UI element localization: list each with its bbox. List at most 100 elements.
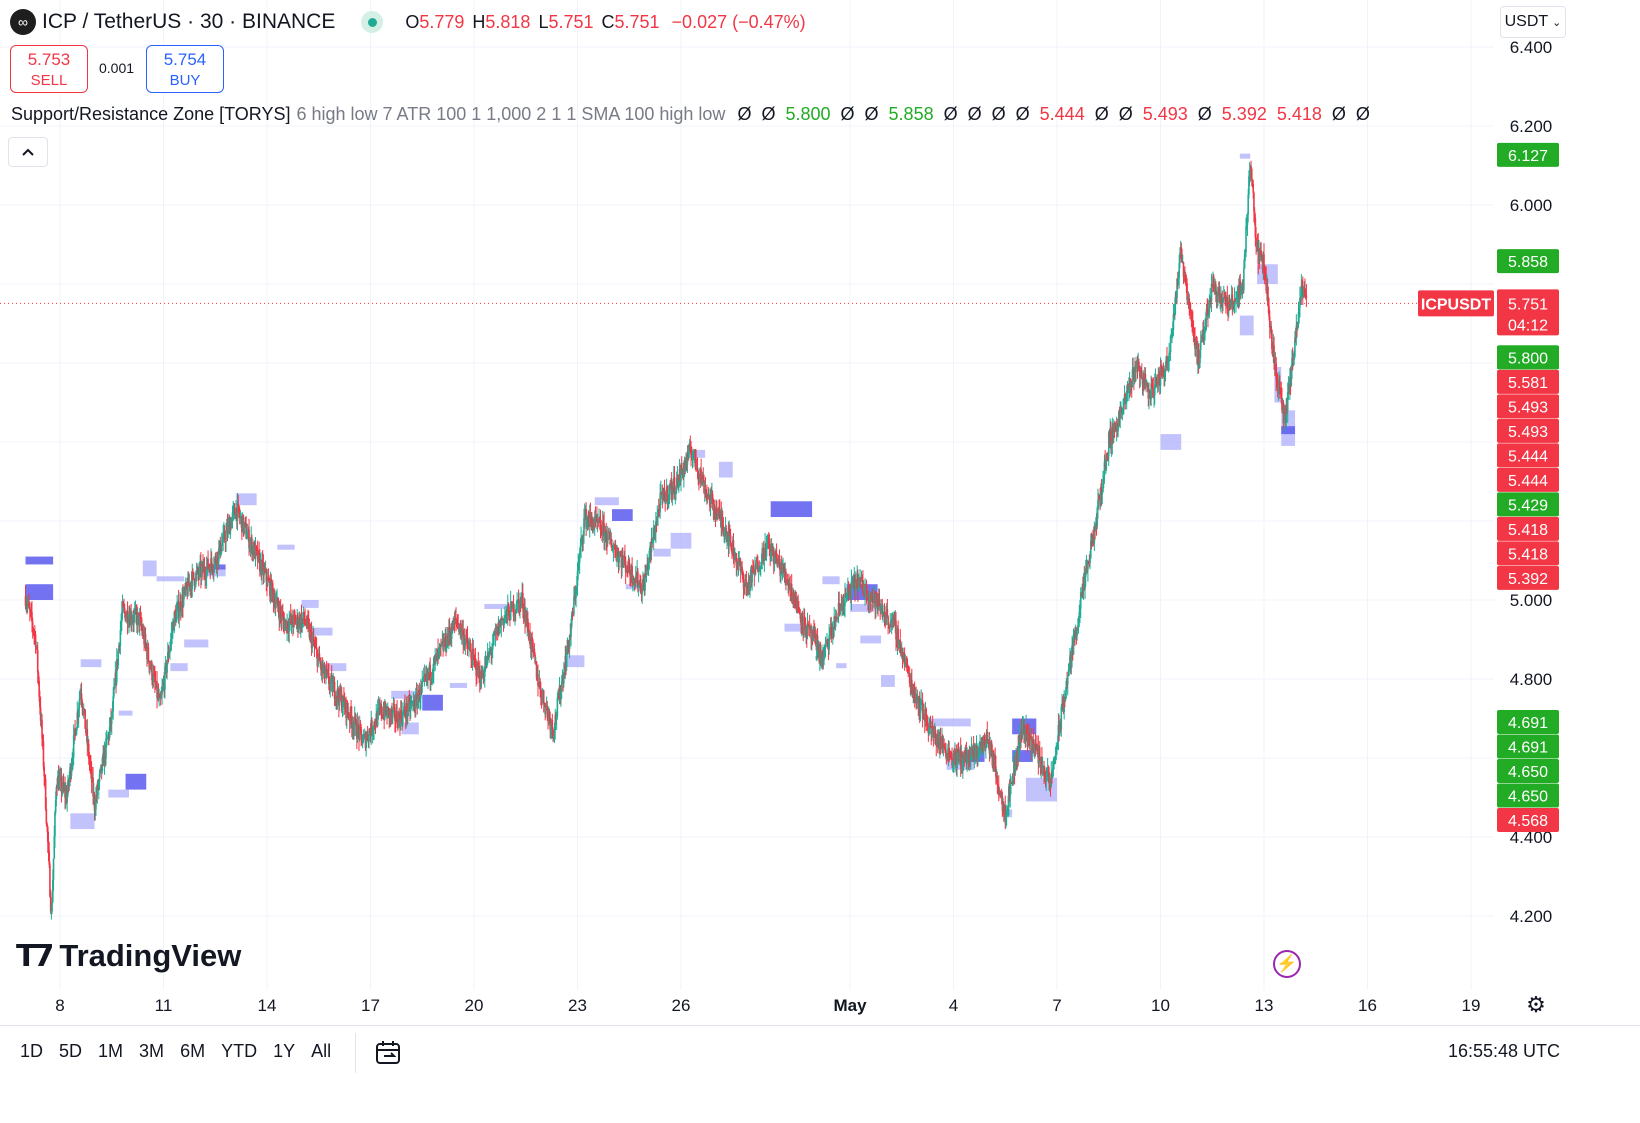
candle-body [304,619,306,622]
candle-body [350,707,352,718]
candle-body [1218,287,1221,302]
candle-body [987,739,990,742]
sell-button[interactable]: 5.753 SELL [10,45,88,93]
candle-body [1093,525,1096,543]
candle-body [698,477,701,479]
range-5d[interactable]: 5D [59,1041,83,1061]
candle-body [1061,703,1064,705]
candle-body [656,516,659,525]
candle-body [529,631,531,645]
candle-body [251,537,253,555]
candle-body [480,671,482,688]
candle-body [514,610,516,616]
candle-body [460,623,462,635]
candle-body [288,621,291,632]
candle-body [1077,618,1080,626]
candle-body [393,706,396,708]
y-tick-label: 4.400 [1510,828,1553,847]
indicator-legend[interactable]: Support/Resistance Zone [TORYS] 6 high l… [11,104,1370,125]
candle-body [1171,333,1173,336]
currency-selector[interactable]: USDT ⌄ [1500,6,1566,38]
tradingview-logo[interactable]: 𝗧𝟳 TradingView [16,938,241,974]
candle-body [358,725,361,740]
candle-body [713,505,716,514]
candle-body [1207,314,1210,317]
candle-body [261,560,263,576]
candle-body [1254,218,1257,238]
candle-body [1194,342,1197,350]
candle-body [368,730,371,733]
sr-zone [301,600,319,608]
candle-body [1159,366,1162,387]
candle-body [781,569,784,574]
candle-body [1121,411,1124,414]
axis-level-tag: 5.444 [1508,473,1548,490]
symbol-title[interactable]: ICP / TetherUS · 30 · BINANCE [42,10,336,33]
candle-body [667,494,670,501]
buy-button[interactable]: 5.754 BUY [146,45,224,93]
candle-body [353,716,356,726]
candle-body [261,560,264,563]
collapse-legend-button[interactable] [8,137,48,167]
candle-body [815,656,818,658]
candle-body [422,676,425,680]
candle-body [812,630,815,642]
candle-body [1084,567,1087,577]
candle-body [1244,252,1247,255]
candle-body [1008,786,1010,807]
candle-body [1294,337,1296,357]
market-status-icon[interactable] [361,11,384,33]
candle-body [957,749,960,762]
calendar-icon[interactable] [374,1038,402,1066]
candle-body [470,651,472,659]
candle-body [341,706,344,711]
candle-body [28,601,30,608]
candle-body [221,542,224,545]
range-1m[interactable]: 1M [98,1041,124,1061]
candle-body [880,608,882,612]
candle-body [820,658,823,663]
range-3m[interactable]: 3M [139,1041,165,1061]
candle-body [923,714,925,720]
price-chart[interactable]: ICPUSDT 5.751 04:12 4.200 4.400 4.800 5.000 6.… [0,0,1640,1030]
range-1d[interactable]: 1D [20,1041,44,1061]
candle-body [1153,395,1155,398]
candle-body [33,632,35,634]
candle-body [662,488,665,491]
low-label: L [538,11,549,32]
candle-body [545,706,547,715]
candle-body [1167,361,1170,365]
candle-body [1091,536,1094,542]
indicator-values: Ø Ø 5.800 Ø Ø 5.858 Ø Ø Ø Ø 5.444 Ø Ø 5.493 Ø 5.392 5.41… [737,104,1369,125]
axis-level-tag: 5.429 [1508,497,1548,514]
candle-body [1164,372,1166,376]
candle-body [1102,478,1104,493]
indicator-na-value: Ø [737,104,752,124]
candle-body [1265,277,1267,291]
candle-body [902,653,904,659]
candle-body [898,642,900,649]
candle-body [890,624,892,626]
gear-icon[interactable]: ⚙ [1526,992,1546,1017]
candle-body [512,602,515,617]
range-ytd[interactable]: YTD [221,1041,258,1061]
candle-body [279,607,281,621]
candle-body [95,795,98,797]
lightning-icon[interactable]: ⚡ [1273,950,1301,978]
range-all[interactable]: All [311,1041,332,1061]
range-6m[interactable]: 6M [180,1041,206,1061]
candle-body [983,737,986,739]
candle-body [989,744,991,754]
candle-body [618,555,620,563]
candle-body [775,550,777,554]
candle-body [1054,754,1057,758]
candle-body [1285,406,1288,423]
candle-body [66,795,68,803]
candle-body [677,474,679,488]
range-1y[interactable]: 1Y [273,1041,296,1061]
candle-body [1199,341,1202,350]
candle-body [329,681,332,687]
candle-body [281,614,283,620]
candle-body [867,601,870,603]
candle-body [194,584,196,586]
